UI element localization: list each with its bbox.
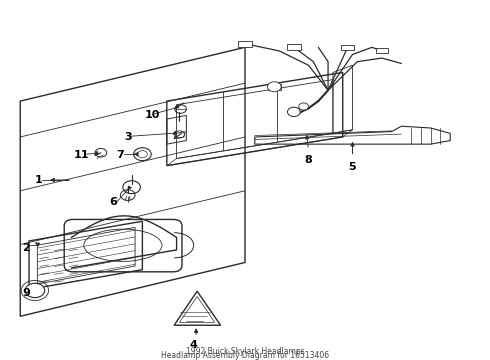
Text: 1992 Buick Skylark Headlamps: 1992 Buick Skylark Headlamps	[186, 347, 304, 356]
Text: 4: 4	[190, 340, 197, 350]
Text: 10: 10	[145, 111, 160, 121]
Circle shape	[288, 107, 300, 117]
FancyBboxPatch shape	[268, 84, 281, 90]
Circle shape	[299, 103, 309, 110]
Text: 11: 11	[74, 150, 89, 160]
Text: 3: 3	[124, 132, 131, 142]
Text: 6: 6	[109, 197, 117, 207]
Text: 5: 5	[349, 162, 356, 172]
FancyBboxPatch shape	[341, 45, 354, 50]
Text: 8: 8	[305, 155, 313, 165]
Circle shape	[268, 82, 281, 92]
FancyBboxPatch shape	[238, 41, 252, 47]
FancyBboxPatch shape	[287, 44, 301, 50]
Text: Headlamp Assembly Diagram for 16513406: Headlamp Assembly Diagram for 16513406	[161, 351, 329, 360]
FancyBboxPatch shape	[376, 48, 388, 54]
Text: 9: 9	[22, 288, 30, 298]
Circle shape	[25, 283, 45, 298]
Text: 2: 2	[22, 243, 30, 253]
Text: 1: 1	[35, 175, 43, 185]
Text: 7: 7	[117, 150, 124, 160]
